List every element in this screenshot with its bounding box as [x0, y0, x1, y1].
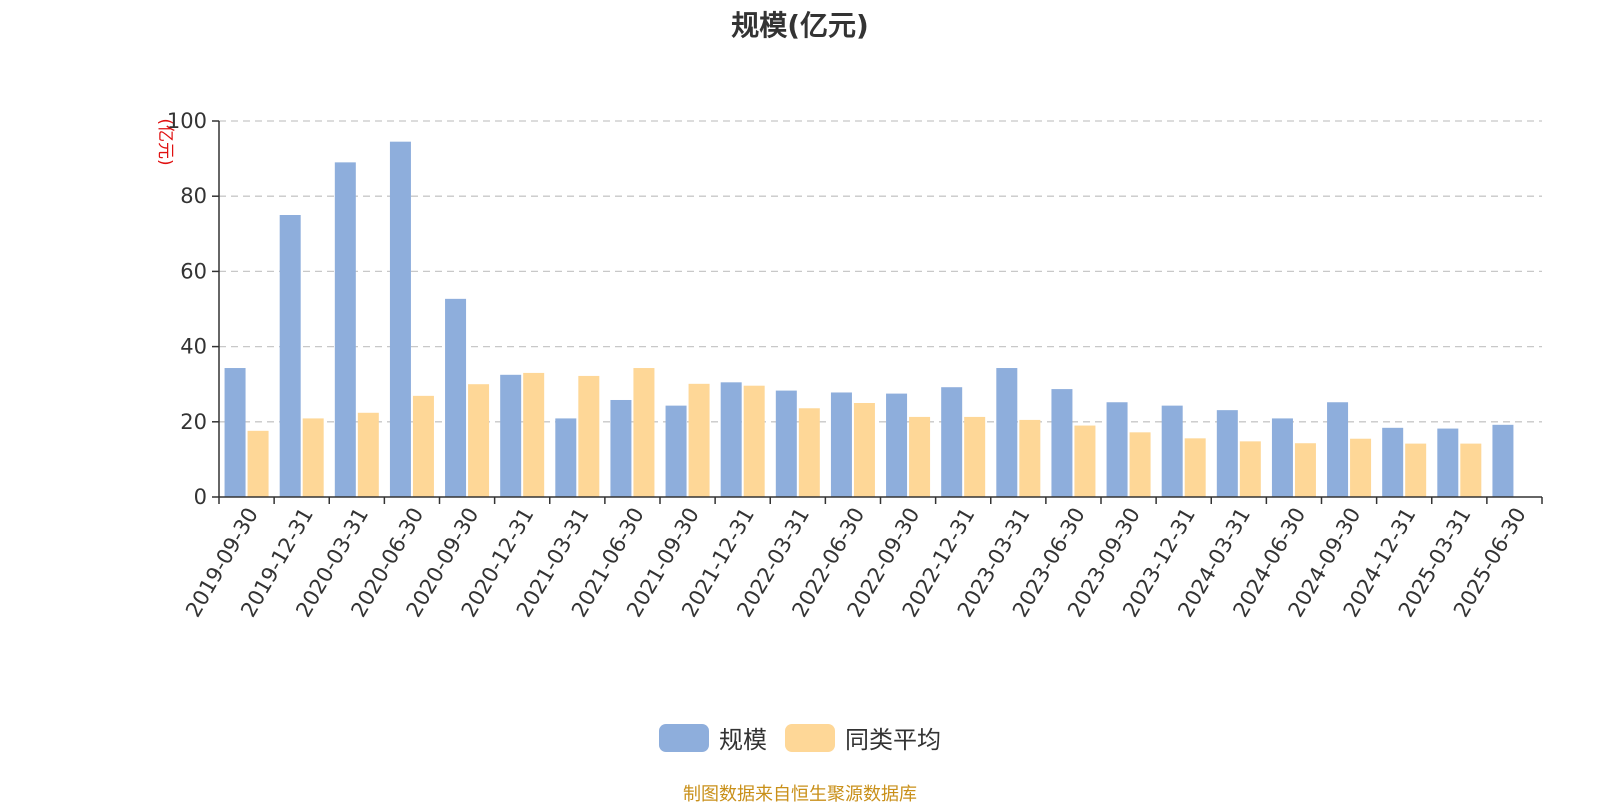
y-tick-label: 0 [194, 485, 207, 509]
bar-scale[interactable] [720, 382, 742, 497]
bar-peer-average[interactable] [468, 384, 490, 497]
bar-scale[interactable] [224, 368, 246, 497]
bar-peer-average[interactable] [578, 375, 600, 497]
bar-scale[interactable] [1106, 402, 1128, 497]
y-tick-label: 40 [180, 335, 207, 359]
gridlines [219, 120, 1542, 423]
bar-peer-average[interactable] [1294, 443, 1316, 497]
bar-scale[interactable] [555, 418, 577, 497]
legend-label-scale: 规模 [719, 726, 767, 754]
legend-item-peer-average[interactable]: 同类平均 [785, 720, 941, 755]
y-tick-label: 100 [167, 109, 207, 133]
bar-scale[interactable] [334, 162, 356, 498]
bar-scale[interactable] [279, 215, 301, 497]
source-note: 制图数据来自恒生聚源数据库 [683, 784, 917, 805]
bar-peer-average[interactable] [633, 368, 655, 497]
bar-scale[interactable] [886, 393, 908, 497]
bar-scale[interactable] [1437, 428, 1459, 497]
bar-scale[interactable] [996, 368, 1018, 497]
bar-peer-average[interactable] [853, 403, 875, 497]
bar-peer-average[interactable] [247, 430, 269, 497]
bar-peer-average[interactable] [1019, 419, 1041, 497]
bar-scale[interactable] [1492, 424, 1514, 497]
bar-peer-average[interactable] [1239, 441, 1261, 497]
bar-peer-average[interactable] [1460, 443, 1482, 497]
bar-scale[interactable] [665, 405, 687, 497]
bar-scale[interactable] [445, 298, 467, 497]
bar-scale[interactable] [610, 399, 632, 497]
bar-peer-average[interactable] [1129, 432, 1151, 497]
legend-swatch-scale [659, 723, 709, 752]
bar-scale[interactable] [1382, 427, 1404, 497]
bar-peer-average[interactable] [1184, 438, 1206, 497]
axes: (亿元) 0204060801002019-09-302019-12-31202… [155, 109, 1543, 621]
bar-scale[interactable] [1327, 402, 1349, 497]
bar-peer-average[interactable] [688, 383, 710, 497]
bar-peer-average[interactable] [1405, 443, 1427, 497]
bar-peer-average[interactable] [1074, 425, 1096, 497]
bar-peer-average[interactable] [743, 385, 765, 497]
bar-scale[interactable] [830, 392, 852, 497]
legend: 规模 同类平均 [0, 720, 1600, 755]
bar-scale[interactable] [500, 374, 522, 497]
bars [224, 141, 1514, 498]
bar-peer-average[interactable] [523, 372, 545, 497]
legend-item-scale[interactable]: 规模 [659, 720, 767, 755]
bar-peer-average[interactable] [798, 408, 820, 497]
bar-scale[interactable] [1216, 410, 1238, 497]
bar-scale[interactable] [1271, 418, 1293, 497]
y-tick-label: 20 [180, 410, 207, 434]
bar-peer-average[interactable] [302, 418, 324, 497]
bar-peer-average[interactable] [964, 416, 986, 497]
chart-title: 规模(亿元) [731, 9, 869, 42]
bar-peer-average[interactable] [1350, 438, 1372, 497]
legend-label-peer-average: 同类平均 [845, 726, 941, 754]
bar-peer-average[interactable] [909, 416, 931, 497]
bar-scale[interactable] [775, 390, 797, 497]
y-tick-label: 80 [180, 184, 207, 208]
bar-peer-average[interactable] [412, 395, 434, 497]
bar-scale[interactable] [389, 141, 411, 497]
bar-scale[interactable] [1161, 405, 1183, 497]
y-tick-label: 60 [180, 259, 207, 283]
bar-scale[interactable] [1051, 389, 1073, 497]
bar-peer-average[interactable] [357, 412, 379, 497]
y-axis-unit-label: (亿元) [155, 118, 175, 165]
legend-swatch-peer-average [785, 723, 835, 752]
bar-scale[interactable] [941, 387, 963, 497]
